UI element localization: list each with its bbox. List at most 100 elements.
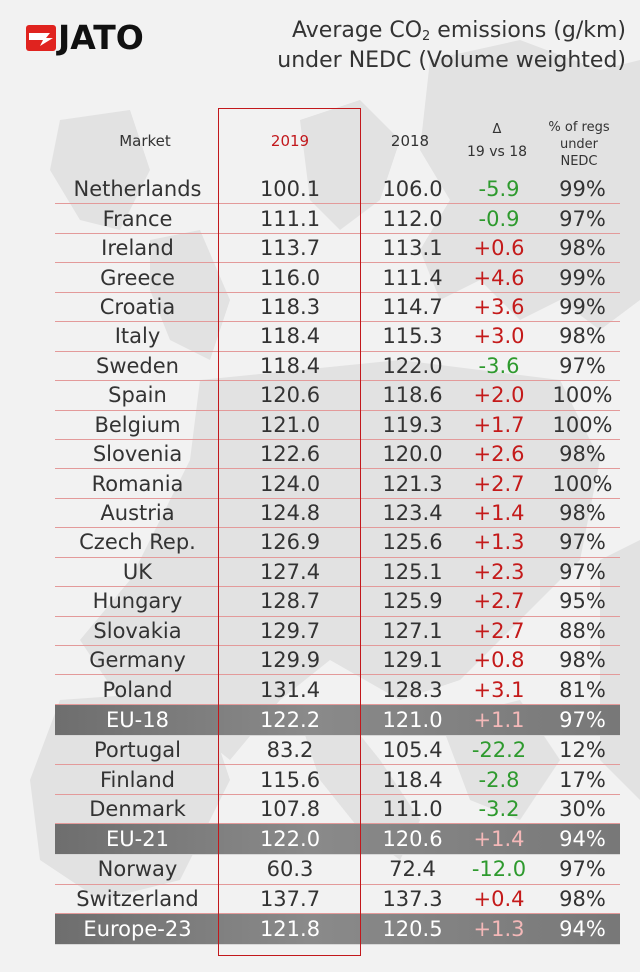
delta-cell: -3.6: [478, 353, 520, 378]
market-cell: UK: [122, 559, 153, 584]
data-table: Netherlands 100.1 106.0 -5.9 99% France 111.1 1…: [55, 175, 620, 946]
value-2018-cell: 119.3: [382, 412, 443, 437]
market-cell: Sweden: [96, 353, 179, 378]
share-cell: 98%: [559, 324, 606, 349]
delta-cell: -12.0: [471, 857, 527, 882]
market-cell: Europe-23: [83, 917, 192, 942]
value-2018-cell: 113.1: [382, 236, 443, 261]
value-2019-cell: 124.0: [259, 471, 321, 496]
delta-cell: +3.6: [473, 294, 525, 319]
value-2018-cell: 120.6: [382, 827, 443, 852]
value-2019-cell: 120.6: [259, 383, 321, 408]
aggregate-row: EU-18 122.2 121.0 +1.1 97%: [55, 704, 620, 736]
share-cell: 94%: [559, 827, 606, 852]
share-cell: 30%: [559, 796, 606, 821]
share-cell: 95%: [559, 589, 606, 614]
table-row: Switzerland 137.7 137.3 +0.4 98%: [55, 885, 620, 915]
table-row: France 111.1 112.0 -0.9 97%: [55, 204, 620, 234]
market-cell: Slovakia: [93, 618, 182, 643]
value-2019-cell: 137.7: [259, 886, 321, 911]
market-cell: Denmark: [89, 796, 186, 821]
value-2018-cell: 114.7: [382, 294, 443, 319]
table-row: Netherlands 100.1 106.0 -5.9 99%: [55, 175, 620, 205]
table-row: Spain 120.6 118.6 +2.0 100%: [55, 381, 620, 411]
delta-cell: +0.8: [473, 648, 525, 673]
delta-cell: +1.4: [473, 827, 525, 852]
market-cell: Romania: [91, 471, 184, 496]
market-cell: Norway: [97, 857, 178, 882]
share-cell: 99%: [559, 265, 606, 290]
logo-text: JATO: [58, 18, 144, 57]
delta-cell: +0.4: [473, 886, 525, 911]
table-row: Greece 116.0 111.4 +4.6 99%: [55, 263, 620, 293]
value-2019-cell: 111.1: [259, 206, 321, 231]
market-cell: Hungary: [92, 589, 183, 614]
value-2018-cell: 122.0: [382, 353, 443, 378]
delta-cell: -2.8: [478, 767, 520, 792]
table-row: Austria 124.8 123.4 +1.4 98%: [55, 499, 620, 529]
market-cell: Poland: [102, 677, 173, 702]
share-cell: 81%: [559, 677, 606, 702]
value-2018-cell: 112.0: [382, 206, 443, 231]
table-row: Slovakia 129.7 127.1 +2.7 88%: [55, 617, 620, 646]
delta-label: 19 vs 18: [466, 144, 528, 160]
delta-cell: +2.7: [473, 471, 525, 496]
value-2019-cell: 118.4: [259, 353, 321, 378]
share-cell: 99%: [559, 177, 606, 202]
market-cell: Ireland: [101, 236, 174, 261]
market-cell: Portugal: [94, 738, 181, 763]
value-2019-cell: 113.7: [259, 236, 321, 261]
delta-cell: +2.3: [473, 559, 525, 584]
table-row: Czech Rep. 126.9 125.6 +1.3 97%: [55, 528, 620, 558]
value-2019-cell: 60.3: [266, 857, 314, 882]
market-cell: Slovenia: [92, 442, 183, 467]
value-2019-cell: 122.6: [259, 442, 321, 467]
value-2018-cell: 137.3: [382, 886, 443, 911]
market-cell: Spain: [108, 383, 167, 408]
market-cell: Austria: [100, 501, 175, 526]
value-2019-cell: 122.0: [259, 827, 321, 852]
value-2019-cell: 100.1: [259, 177, 321, 202]
delta-cell: +2.7: [473, 589, 525, 614]
delta-cell: +4.6: [473, 265, 525, 290]
value-2019-cell: 121.8: [259, 917, 321, 942]
share-cell: 97%: [559, 707, 606, 732]
table-row: Ireland 113.7 113.1 +0.6 98%: [55, 234, 620, 264]
value-2018-cell: 105.4: [382, 738, 443, 763]
value-2019-cell: 107.8: [259, 796, 321, 821]
market-cell: Germany: [89, 648, 186, 673]
delta-cell: -0.9: [478, 206, 520, 231]
delta-cell: +1.4: [473, 501, 525, 526]
share-cell: 100%: [552, 471, 613, 496]
market-cell: EU-21: [106, 827, 169, 852]
table-row: Poland 131.4 128.3 +3.1 81%: [55, 675, 620, 705]
delta-cell: +1.3: [473, 917, 525, 942]
table-row: Denmark 107.8 111.0 -3.2 30%: [55, 795, 620, 825]
share-cell: 99%: [559, 294, 606, 319]
delta-cell: +3.0: [473, 324, 525, 349]
table-row: Portugal 83.2 105.4 -22.2 12%: [55, 736, 620, 766]
share-cell: 98%: [559, 648, 606, 673]
column-header-2019: 2019: [270, 132, 310, 150]
value-2018-cell: 120.0: [382, 442, 443, 467]
delta-cell: -5.9: [478, 177, 520, 202]
value-2018-cell: 128.3: [382, 677, 443, 702]
table-row: UK 127.4 125.1 +2.3 97%: [55, 558, 620, 588]
delta-cell: +1.7: [473, 412, 525, 437]
market-cell: Greece: [100, 265, 175, 290]
value-2019-cell: 83.2: [266, 738, 314, 763]
value-2018-cell: 106.0: [382, 177, 443, 202]
delta-cell: -22.2: [471, 738, 527, 763]
value-2018-cell: 115.3: [382, 324, 443, 349]
share-cell: 97%: [559, 206, 606, 231]
column-header-delta: Δ 19 vs 18: [452, 116, 542, 166]
value-2019-cell: 129.9: [259, 648, 321, 673]
share-cell: 98%: [559, 501, 606, 526]
value-2018-cell: 127.1: [382, 618, 443, 643]
value-2019-cell: 118.4: [259, 324, 321, 349]
jato-logo-mark-icon: [26, 25, 56, 51]
delta-cell: +2.7: [473, 618, 525, 643]
share-cell: 100%: [552, 412, 613, 437]
value-2019-cell: 118.3: [259, 294, 321, 319]
market-cell: Croatia: [99, 294, 176, 319]
